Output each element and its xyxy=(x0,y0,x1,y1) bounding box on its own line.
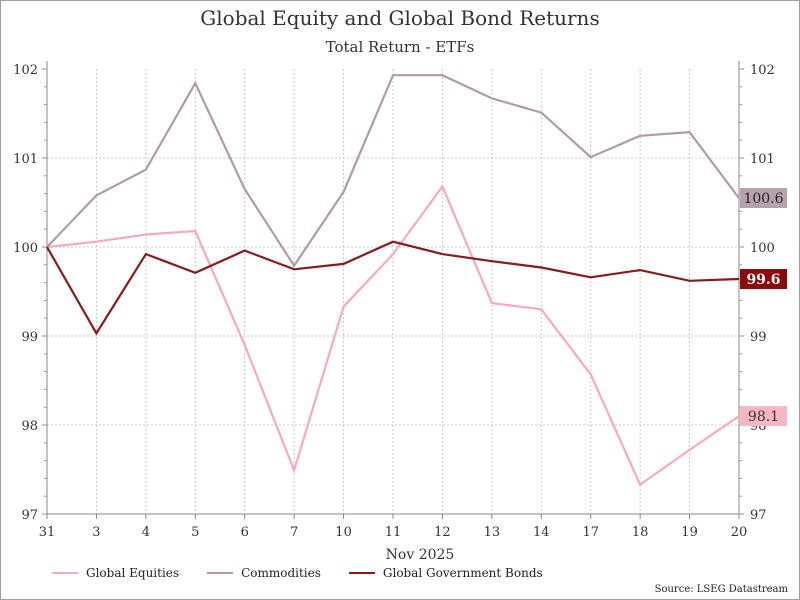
x-tick-label: 12 xyxy=(434,525,451,540)
end-label-text: 99.6 xyxy=(746,272,780,288)
x-tick-label: 14 xyxy=(533,525,550,540)
y-tick-label-right: 102 xyxy=(750,63,775,78)
legend-swatch-global-equities xyxy=(52,572,78,574)
legend-item-commodities: Commodities xyxy=(207,566,321,580)
end-label-text: 98.1 xyxy=(748,409,779,425)
source-note: Source: LSEG Datastream xyxy=(654,584,788,595)
y-tick-label-right: 101 xyxy=(750,152,775,167)
x-tick-label: 3 xyxy=(92,525,100,540)
y-tick-label-left: 100 xyxy=(13,241,38,256)
chart-title: Global Equity and Global Bond Returns xyxy=(200,6,600,30)
x-tick-label: 10 xyxy=(335,525,352,540)
x-tick-label: 19 xyxy=(681,525,698,540)
legend-item-global-equities: Global Equities xyxy=(52,566,179,580)
x-tick-label: 20 xyxy=(731,525,748,540)
chart-legend: Global Equities Commodities Global Gover… xyxy=(52,566,543,580)
legend-item-global-government-bonds: Global Government Bonds xyxy=(348,566,543,580)
end-label-text: 100.6 xyxy=(743,191,783,207)
end-label-box xyxy=(740,188,787,209)
x-tick-label: 7 xyxy=(290,525,298,540)
y-tick-label-left: 97 xyxy=(21,508,38,523)
y-tick-label-right: 97 xyxy=(750,508,767,523)
y-tick-label-left: 102 xyxy=(13,63,38,78)
end-label-box xyxy=(740,406,787,427)
legend-swatch-global-government-bonds xyxy=(348,572,375,574)
x-axis-label: Nov 2025 xyxy=(386,547,455,563)
x-tick-label: 4 xyxy=(142,525,150,540)
x-tick-label: 6 xyxy=(241,525,249,540)
y-tick-label-left: 101 xyxy=(13,152,38,167)
legend-label-commodities: Commodities xyxy=(241,566,321,580)
x-tick-label: 18 xyxy=(632,525,649,540)
legend-label-global-equities: Global Equities xyxy=(86,566,180,580)
x-tick-label: 31 xyxy=(39,525,56,540)
x-tick-label: 11 xyxy=(385,525,402,540)
x-tick-label: 17 xyxy=(582,525,599,540)
legend-label-global-government-bonds: Global Government Bonds xyxy=(382,566,543,580)
x-tick-label: 13 xyxy=(484,525,501,540)
end-label-box xyxy=(740,269,787,290)
y-tick-label-right: 100 xyxy=(750,241,775,256)
legend-swatch-commodities xyxy=(207,572,234,574)
y-tick-label-left: 98 xyxy=(21,419,38,434)
y-tick-label-right: 99 xyxy=(750,330,767,345)
x-tick-label: 5 xyxy=(191,525,199,540)
chart-subtitle: Total Return - ETFs xyxy=(325,38,475,56)
y-tick-label-left: 99 xyxy=(21,330,38,345)
